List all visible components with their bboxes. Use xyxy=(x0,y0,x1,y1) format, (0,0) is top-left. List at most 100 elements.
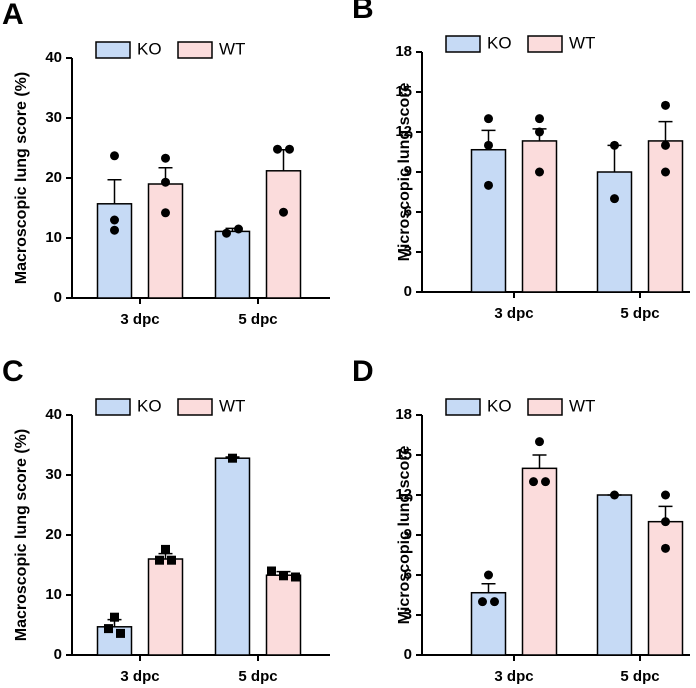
data-point xyxy=(161,153,170,163)
y-tick-label: 12 xyxy=(395,123,412,140)
data-point xyxy=(161,177,170,187)
bar xyxy=(265,170,302,299)
y-tick-label: 0 xyxy=(54,646,62,663)
data-point xyxy=(110,215,119,225)
y-tick-label: 10 xyxy=(45,229,62,246)
legend-swatch xyxy=(445,398,481,416)
x-tick-label: 5 dpc xyxy=(238,311,277,328)
legend-label: WT xyxy=(219,39,245,58)
y-tick-label: 6 xyxy=(404,203,412,220)
error-bar xyxy=(532,454,547,469)
y-tick-label: 3 xyxy=(404,606,412,623)
data-point xyxy=(484,570,493,580)
data-point xyxy=(490,597,499,607)
panel-label: B xyxy=(352,0,374,25)
data-point xyxy=(661,140,670,150)
legend-swatch xyxy=(445,35,481,53)
y-tick-label: 3 xyxy=(404,243,412,260)
bar xyxy=(214,457,251,656)
y-tick-label: 30 xyxy=(45,109,62,126)
bar xyxy=(596,171,633,293)
bar xyxy=(596,494,633,656)
bar xyxy=(470,148,507,293)
data-point xyxy=(535,167,544,177)
data-point xyxy=(167,555,176,565)
legend-label: KO xyxy=(137,39,162,58)
data-point xyxy=(104,624,113,634)
y-axis-label: Microscopic lung score xyxy=(396,446,413,625)
x-tick-label: 5 dpc xyxy=(238,668,277,685)
data-point xyxy=(484,140,493,150)
y-tick-label: 10 xyxy=(45,586,62,603)
legend-swatch xyxy=(95,398,131,416)
x-tick-label: 5 dpc xyxy=(620,668,659,685)
data-point xyxy=(222,228,231,238)
data-point xyxy=(279,207,288,217)
panel-label: A xyxy=(2,0,24,31)
data-point xyxy=(610,140,619,150)
x-tick-label: 3 dpc xyxy=(120,311,159,328)
data-point xyxy=(155,555,164,565)
data-point xyxy=(234,224,243,234)
bar xyxy=(147,183,184,299)
y-tick-label: 12 xyxy=(395,486,412,503)
data-point xyxy=(610,490,619,500)
y-tick-label: 0 xyxy=(404,646,412,663)
legend-label: WT xyxy=(219,396,245,415)
bar xyxy=(521,467,558,656)
data-point xyxy=(661,543,670,553)
legend-swatch xyxy=(177,398,213,416)
data-point xyxy=(484,180,493,190)
data-point xyxy=(610,194,619,204)
x-tick-label: 3 dpc xyxy=(494,305,533,322)
bar xyxy=(470,591,507,656)
y-axis-label: Microscopic lung score xyxy=(396,83,413,262)
x-tick-label: 3 dpc xyxy=(494,668,533,685)
data-point xyxy=(535,437,544,447)
data-point xyxy=(484,114,493,124)
data-point xyxy=(285,144,294,154)
y-tick-label: 0 xyxy=(54,289,62,306)
bar xyxy=(647,520,684,656)
error-bar xyxy=(107,179,122,204)
y-tick-label: 6 xyxy=(404,566,412,583)
legend-label: KO xyxy=(487,33,512,52)
data-point xyxy=(279,571,288,581)
y-tick-label: 20 xyxy=(45,526,62,543)
panel-label: C xyxy=(2,355,24,388)
data-point xyxy=(661,100,670,110)
panel-label: D xyxy=(352,355,374,388)
data-point xyxy=(161,208,170,218)
y-tick-label: 18 xyxy=(395,406,412,423)
bar xyxy=(521,140,558,293)
data-point xyxy=(529,477,538,487)
data-point xyxy=(110,225,119,235)
legend-swatch xyxy=(527,35,563,53)
bar xyxy=(647,140,684,293)
data-point xyxy=(116,628,125,638)
data-point xyxy=(535,114,544,124)
legend-label: WT xyxy=(569,33,595,52)
data-point xyxy=(110,151,119,161)
x-tick-label: 5 dpc xyxy=(620,305,659,322)
data-point xyxy=(661,490,670,500)
x-tick-label: 3 dpc xyxy=(120,668,159,685)
y-tick-label: 15 xyxy=(395,446,412,463)
y-axis-label: Macroscopic lung score (%) xyxy=(13,72,30,285)
data-point xyxy=(291,572,300,582)
y-tick-label: 15 xyxy=(395,83,412,100)
data-point xyxy=(273,144,282,154)
legend-label: WT xyxy=(569,396,595,415)
error-bar xyxy=(481,583,496,593)
legend-swatch xyxy=(95,41,131,59)
data-point xyxy=(110,612,119,622)
y-tick-label: 40 xyxy=(45,49,62,66)
data-point xyxy=(228,453,237,463)
bar xyxy=(265,574,302,656)
data-point xyxy=(661,517,670,527)
error-bar xyxy=(658,120,673,141)
y-tick-label: 40 xyxy=(45,406,62,423)
bar xyxy=(147,558,184,656)
legend-label: KO xyxy=(137,396,162,415)
